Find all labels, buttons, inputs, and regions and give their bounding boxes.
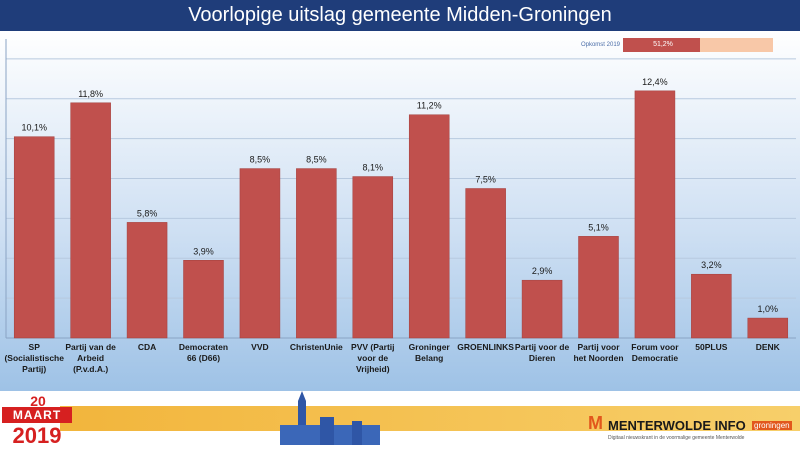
data-label: 3,2% xyxy=(701,260,722,270)
brand-logo-mark: M xyxy=(588,413,603,433)
data-label: 8,5% xyxy=(306,155,327,165)
footer: 20 MAART 2019 M MENTERWOLDE INFO groning… xyxy=(0,391,800,451)
data-label: 2,9% xyxy=(532,266,553,276)
bar-chart: 10,1% SP (Socialistische Partij) 11,8% Partij… xyxy=(4,39,796,374)
bar xyxy=(634,90,676,339)
city-skyline-illustration xyxy=(280,391,380,445)
turnout-label: Opkomst 2019 xyxy=(580,42,620,48)
category-label: Forum voor Democratie xyxy=(631,342,679,363)
data-label: 8,1% xyxy=(363,163,384,173)
category-label: SP (Socialistische Partij) xyxy=(4,342,64,374)
bar xyxy=(70,102,111,339)
category-label: Partij voor de Dieren xyxy=(515,342,570,363)
brand-subtitle: Digitaal nieuwskrant in de voormalige ge… xyxy=(608,435,745,441)
category-label: CDA xyxy=(138,342,156,352)
data-label: 7,5% xyxy=(475,175,496,185)
data-label: 3,9% xyxy=(193,246,214,256)
bar xyxy=(296,168,337,339)
category-label: PVV (Partij voor de Vrijheid) xyxy=(351,342,394,374)
bar xyxy=(239,168,281,339)
data-label: 5,8% xyxy=(137,208,158,218)
category-label: 50PLUS xyxy=(695,342,727,352)
date-month: MAART xyxy=(2,407,72,423)
data-label: 1,0% xyxy=(758,304,779,314)
category-label: ChristenUnie xyxy=(290,342,343,352)
data-label: 12,4% xyxy=(642,77,668,87)
bar xyxy=(578,236,619,339)
bar xyxy=(521,279,563,339)
data-label: 8,5% xyxy=(250,155,271,165)
category-label: Partij van de Arbeid (P.v.d.A.) xyxy=(65,342,116,374)
brand-tag: groningen xyxy=(752,421,792,430)
category-label: VVD xyxy=(251,342,268,352)
bar xyxy=(183,260,224,339)
category-label: Democraten 66 (D66) xyxy=(179,342,228,363)
bar xyxy=(691,273,732,339)
date-day: 20 xyxy=(30,393,46,409)
bar xyxy=(408,114,450,339)
chart-title: Voorlopige uitslag gemeente Midden-Groni… xyxy=(0,0,800,31)
bar xyxy=(13,136,55,339)
bar xyxy=(352,176,394,339)
data-label: 10,1% xyxy=(21,123,47,133)
turnout-fill: 51,2% xyxy=(623,38,700,52)
bar xyxy=(747,317,789,339)
turnout-indicator: Opkomst 2019 51,2% xyxy=(556,38,776,52)
category-label: Groninger Belang xyxy=(409,342,451,363)
election-date-badge: 20 MAART 2019 xyxy=(2,393,72,449)
data-label: 11,2% xyxy=(417,101,442,111)
date-year: 2019 xyxy=(12,423,62,448)
category-label: GROENLINKS xyxy=(457,342,514,352)
data-label: 11,8% xyxy=(78,89,103,99)
footer-stripe xyxy=(60,406,800,431)
category-label: Partij voor het Noorden xyxy=(573,342,623,363)
bar xyxy=(465,188,506,339)
bar xyxy=(126,222,168,339)
data-label: 5,1% xyxy=(588,222,609,232)
category-label: DENK xyxy=(756,342,781,352)
brand-name: MENTERWOLDE INFO xyxy=(608,418,746,433)
turnout-value: 51,2% xyxy=(653,41,673,48)
turnout-track: 51,2% xyxy=(623,38,773,52)
